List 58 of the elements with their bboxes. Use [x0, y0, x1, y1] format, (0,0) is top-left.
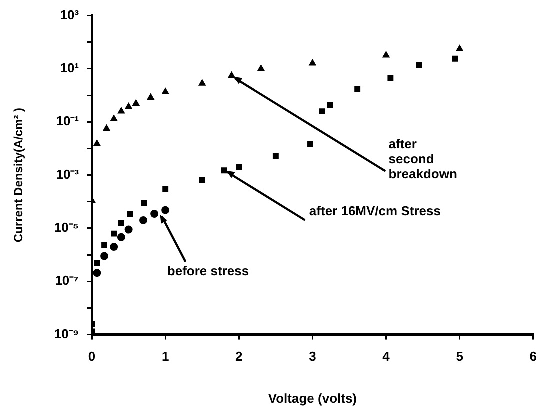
point	[103, 124, 110, 132]
annotation: after second breakdown	[388, 136, 458, 182]
point	[94, 260, 100, 266]
x-tick-label: 2	[236, 349, 243, 364]
point	[354, 86, 361, 92]
point	[309, 60, 316, 66]
point	[162, 88, 170, 94]
point	[382, 52, 390, 58]
y-tick-label: 10⁻⁵	[54, 220, 80, 236]
point	[308, 141, 314, 148]
x-axis-title: Voltage (volts)	[268, 390, 358, 406]
point	[327, 102, 334, 108]
y-tick-label: 10³	[60, 7, 80, 22]
x-tick-label: 1	[162, 349, 170, 364]
point	[110, 115, 118, 122]
point	[132, 100, 140, 106]
point	[125, 103, 132, 110]
point	[102, 242, 108, 248]
point	[111, 230, 118, 237]
point	[199, 177, 206, 184]
point	[150, 210, 159, 218]
y-tick-label: 10⁻⁹	[54, 326, 80, 342]
y-tick-label: 10⁻¹	[56, 114, 80, 129]
point	[228, 72, 236, 78]
point	[198, 80, 206, 86]
x-tick-label: 6	[530, 349, 537, 364]
point	[272, 154, 279, 160]
y-tick-label: 10⁻³	[56, 166, 80, 182]
point	[93, 269, 102, 278]
point	[124, 226, 133, 234]
point	[221, 168, 228, 174]
x-tick-label: 5	[456, 349, 464, 364]
point	[100, 252, 109, 260]
point	[236, 164, 242, 170]
point	[127, 211, 134, 217]
point	[452, 56, 458, 62]
point	[162, 206, 170, 214]
point	[110, 243, 118, 252]
point	[258, 64, 265, 72]
x-tick-label: 0	[88, 349, 96, 364]
point	[456, 45, 464, 52]
point	[140, 216, 148, 224]
point	[388, 75, 394, 82]
point	[319, 108, 326, 115]
point	[416, 62, 422, 68]
point	[118, 108, 125, 114]
point	[94, 140, 101, 146]
x-tick-label: 3	[309, 349, 316, 364]
annotation: before stress	[167, 264, 250, 279]
point	[117, 233, 126, 242]
annotation: after 16MV/cm Stress	[309, 203, 441, 218]
x-tick-label: 4	[382, 349, 391, 364]
y-tick-label: 10¹	[60, 60, 80, 76]
y-axis-title: Current Density(A/cm² )	[12, 108, 26, 243]
point	[162, 186, 169, 192]
point	[118, 220, 124, 226]
point	[147, 94, 154, 100]
y-tick-label: 10⁻⁷	[55, 273, 80, 288]
